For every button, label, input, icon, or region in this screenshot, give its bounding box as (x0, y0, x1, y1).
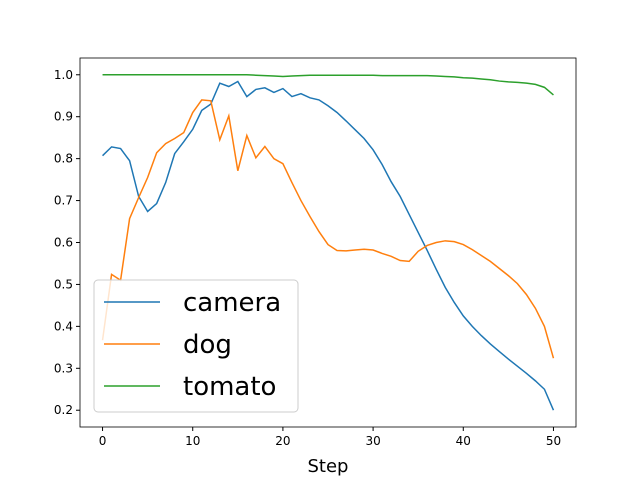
legend-label: dog (183, 330, 232, 360)
y-tick-label: 0.8 (54, 152, 73, 166)
line (101, 99, 555, 359)
y-tick-label: 0.4 (54, 319, 73, 333)
y-tick-label: 0.3 (54, 361, 73, 375)
line (102, 74, 554, 96)
legend-label: camera (183, 288, 281, 318)
plot-frame (79, 57, 577, 428)
y-tick-label: 0.6 (54, 236, 73, 250)
x-tick-label: 20 (275, 434, 290, 448)
y-tick-label: 0.2 (54, 403, 73, 417)
x-tick-label: 0 (99, 434, 107, 448)
y-tick-label: 0.9 (54, 110, 73, 124)
y-tick-label: 1.0 (54, 68, 73, 82)
x-tick-label: 50 (546, 434, 561, 448)
x-axis-label: Step (308, 456, 349, 477)
y-tick-label: 0.7 (54, 194, 73, 208)
line (102, 80, 555, 411)
legend-box (93, 279, 299, 413)
x-tick-label: 10 (185, 434, 200, 448)
x-tick-label: 40 (456, 434, 471, 448)
x-tick-label: 30 (365, 434, 380, 448)
y-tick-label: 0.5 (54, 277, 73, 291)
legend-label: tomato (183, 372, 276, 402)
